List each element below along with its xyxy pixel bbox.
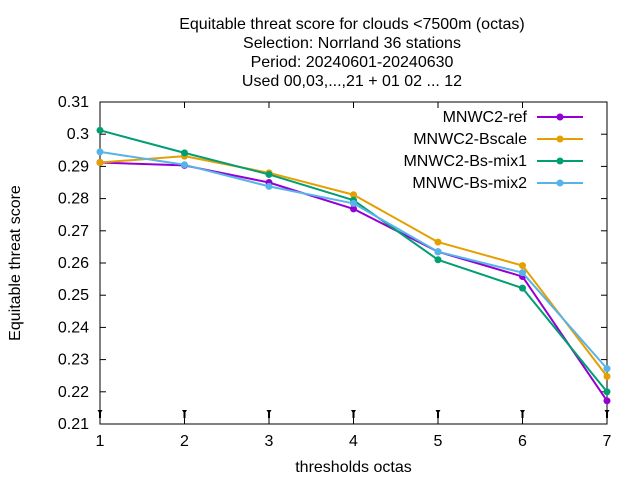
x-marker-head xyxy=(435,410,441,414)
legend-label: MNWC2-Bs-mix1 xyxy=(403,153,527,170)
title-line-2: Selection: Norrland 36 stations xyxy=(243,35,461,52)
y-tick-label: 0.25 xyxy=(58,287,89,304)
data-point xyxy=(96,148,104,156)
data-point xyxy=(265,182,273,190)
y-tick-label: 0.31 xyxy=(58,94,89,111)
axes: 0.21 0.22 0.23 0.24 0.25 0.26 0.27 0.28 0.29 0.3 0… xyxy=(7,94,612,476)
y-tick-label: 0.23 xyxy=(58,352,89,369)
legend-marker xyxy=(556,135,564,143)
data-point xyxy=(96,159,104,167)
y-axis-label: Equitable threat score xyxy=(7,185,24,341)
series-line xyxy=(99,155,608,377)
x-tick-label: 6 xyxy=(518,433,527,450)
x-marker-head xyxy=(604,410,610,414)
x-marker-head xyxy=(266,410,272,414)
x-tick-label: 3 xyxy=(265,433,274,450)
series-2 xyxy=(96,152,611,380)
data-point xyxy=(434,238,442,246)
data-point xyxy=(96,126,104,134)
data-point xyxy=(603,372,611,380)
x-marker-head xyxy=(97,410,103,414)
x-tick-label: 4 xyxy=(349,433,358,450)
legend-label: MNWC2-ref xyxy=(443,109,528,126)
data-point xyxy=(519,269,526,277)
y-tick-label: 0.26 xyxy=(58,255,89,272)
x-marker-head xyxy=(351,410,356,414)
data-point xyxy=(434,248,442,256)
legend-marker xyxy=(556,179,564,187)
title-line-4: Used 00,03,...,21 + 01 02 ... 12 xyxy=(242,73,462,90)
y-tick-label: 0.28 xyxy=(58,191,89,208)
title-line-3: Period: 20240601-20240630 xyxy=(251,54,454,71)
data-point xyxy=(434,256,442,264)
data-point xyxy=(603,388,611,396)
x-tick-label: 1 xyxy=(96,433,105,450)
data-point xyxy=(350,191,357,199)
legend-label: MNWC-Bs-mix2 xyxy=(412,175,527,192)
x-tick-label: 5 xyxy=(434,433,443,450)
y-tick-label: 0.21 xyxy=(58,416,89,433)
x-tick-label: 2 xyxy=(180,433,189,450)
series-layer xyxy=(96,126,611,405)
legend-label: MNWC2-Bscale xyxy=(413,131,527,148)
data-point xyxy=(350,199,357,207)
y-tick-label: 0.29 xyxy=(58,158,89,175)
legend: MNWC2-ref MNWC2-Bscale MNWC2-Bs-mix1 MNWC-B… xyxy=(403,109,583,192)
series-3 xyxy=(96,126,611,396)
y-tick-label: 0.27 xyxy=(58,223,89,240)
data-point xyxy=(603,365,611,373)
series-4 xyxy=(96,148,611,373)
data-point xyxy=(519,284,526,292)
data-point xyxy=(181,161,188,169)
y-tick-label: 0.22 xyxy=(58,384,89,401)
title-line-1: Equitable threat score for clouds <7500m… xyxy=(179,16,525,33)
legend-marker xyxy=(556,113,564,121)
data-point xyxy=(181,149,188,157)
data-point xyxy=(519,262,526,270)
y-tick-label: 0.24 xyxy=(58,319,89,336)
legend-marker xyxy=(556,157,564,165)
chart-title: Equitable threat score for clouds <7500m… xyxy=(179,16,525,90)
x-axis-label: thresholds octas xyxy=(295,459,412,476)
series-line xyxy=(99,150,608,370)
data-point xyxy=(603,397,611,405)
data-point xyxy=(265,170,273,178)
y-tick-label: 0.3 xyxy=(67,126,89,143)
x-marker-head xyxy=(520,410,525,414)
data-point xyxy=(350,205,357,213)
series-line xyxy=(99,129,608,393)
x-tick-label: 7 xyxy=(603,433,612,450)
x-marker-head xyxy=(182,410,187,414)
